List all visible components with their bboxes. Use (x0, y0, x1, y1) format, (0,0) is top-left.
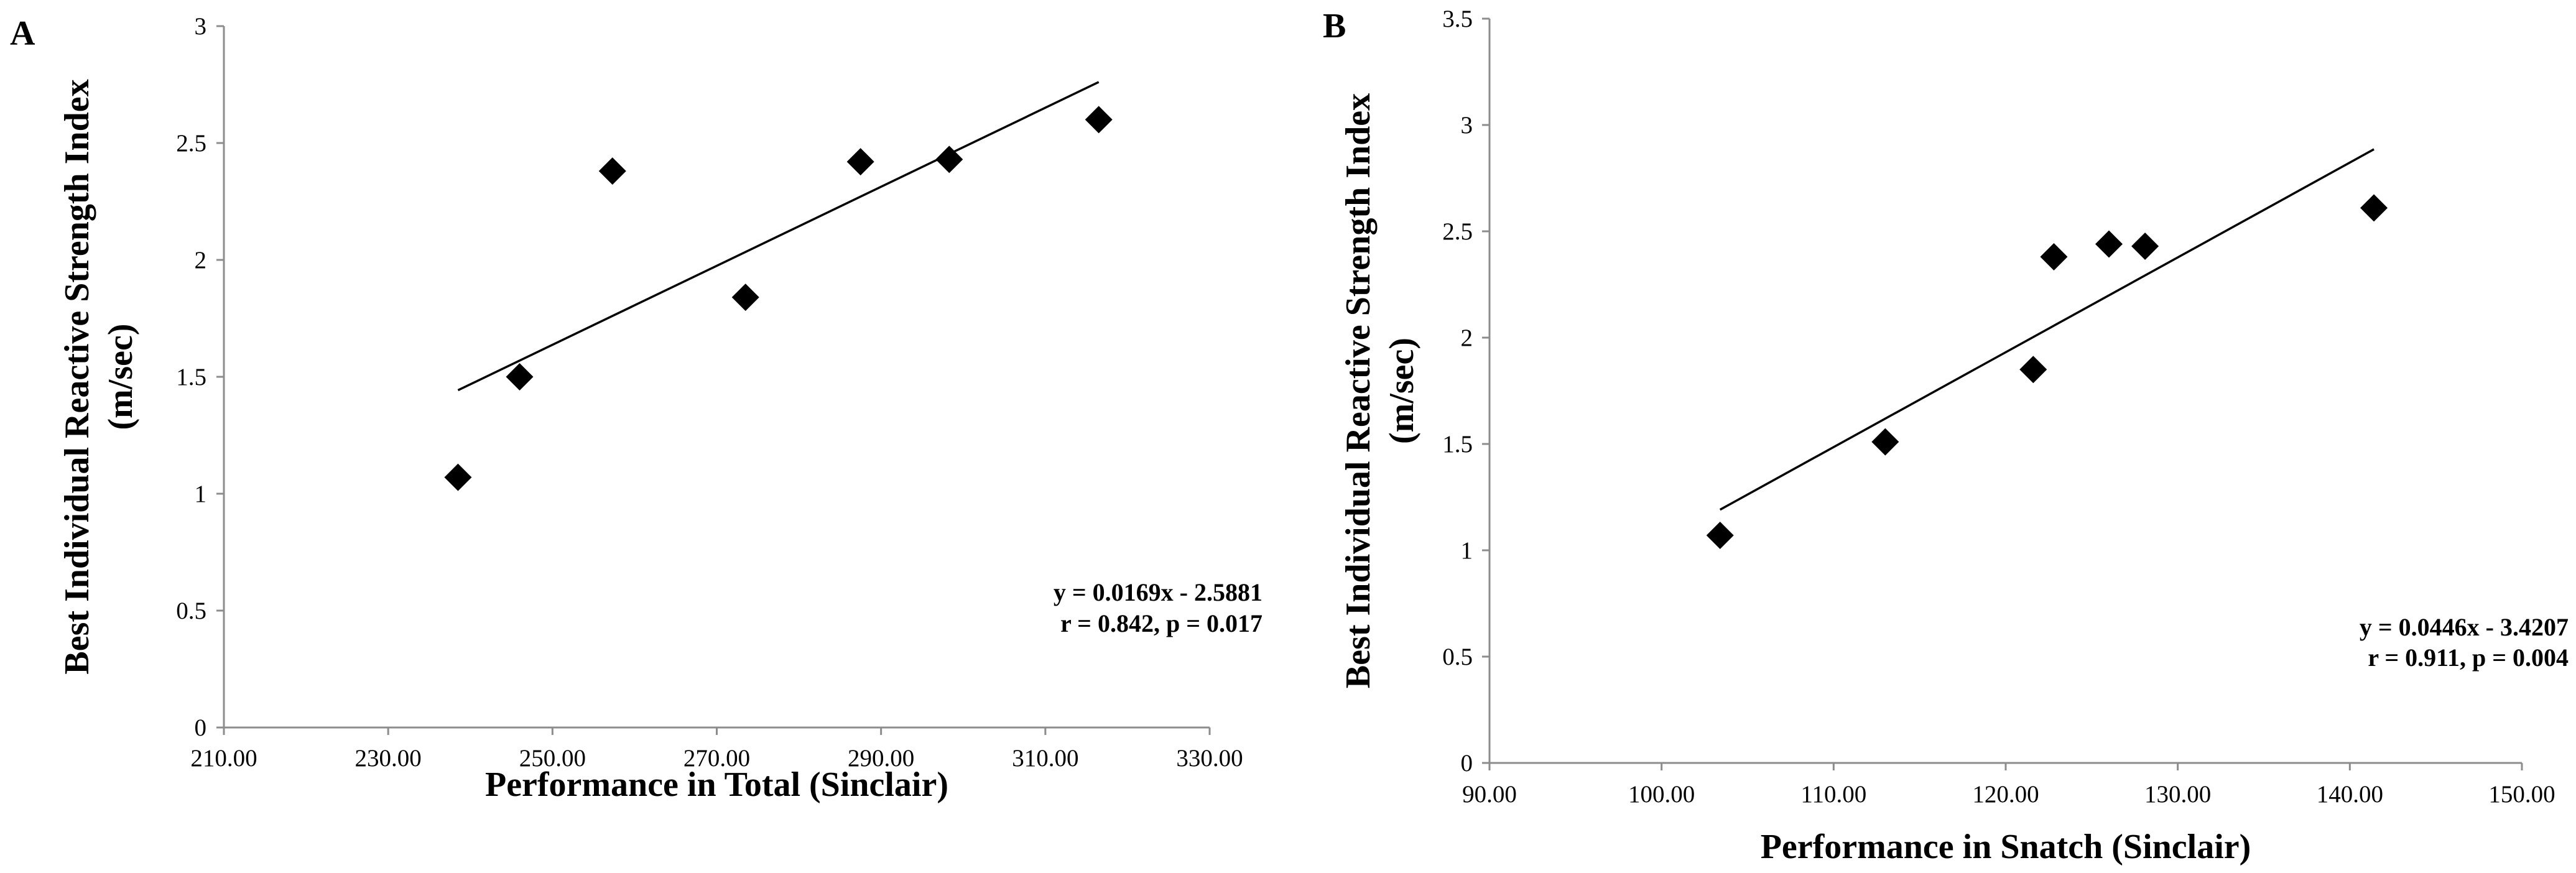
y-tick-label: 1.5 (176, 364, 206, 390)
regression-annotation: y = 0.0169x - 2.5881 (1054, 578, 1263, 606)
y-axis-title: (m/sec) (1383, 338, 1421, 444)
x-tick-label: 210.00 (190, 745, 257, 772)
y-axis-title: (m/sec) (101, 323, 140, 430)
data-point (2019, 356, 2047, 384)
x-tick-label: 250.00 (519, 745, 586, 772)
x-tick-label: 290.00 (848, 745, 914, 772)
regression-annotation: r = 0.911, p = 0.004 (2368, 644, 2569, 672)
x-tick-label: 120.00 (1972, 781, 2039, 808)
x-tick-label: 110.00 (1800, 781, 1866, 808)
data-point (2360, 194, 2388, 222)
data-point (2040, 243, 2068, 271)
y-tick-label: 2.5 (176, 130, 206, 157)
y-tick-label: 1.5 (1442, 431, 1473, 458)
panel-b: B 0 0.5 1 1.5 2 2.5 3 3.5 90.00 100.00 110.00 120.00… (1323, 6, 2569, 866)
regression-annotation: r = 0.842, p = 0.017 (1060, 609, 1263, 637)
x-axis-title: Performance in Total (Sinclair) (485, 765, 948, 804)
y-tick-label: 2 (1461, 325, 1473, 351)
x-tick-label: 140.00 (2317, 781, 2383, 808)
y-tick-label: 2 (195, 247, 207, 274)
y-tick-label: 0.5 (176, 598, 206, 624)
y-axis-title: Best Individual Reactive Strength Index (1339, 93, 1378, 688)
x-tick-label: 130.00 (2144, 781, 2211, 808)
y-tick-label: 3 (195, 13, 207, 40)
panel-label: A (10, 14, 35, 53)
trendline (1719, 148, 2374, 511)
x-tick-label: 150.00 (2488, 781, 2555, 808)
x-tick-label: 330.00 (1176, 745, 1243, 772)
y-tick-label: 2.5 (1442, 218, 1473, 245)
y-tick-label: 0 (1461, 750, 1473, 777)
data-point (1871, 428, 1899, 456)
y-tick-label: 1 (195, 481, 207, 507)
y-axis-title: Best Individual Reactive Strength Index (58, 79, 96, 674)
y-tick-label: 1 (1461, 537, 1473, 564)
panel-a: A 0 0.5 1 1.5 2 2.5 3 210.00 230.00 250.00 270.00 29… (10, 13, 1263, 804)
y-tick-label: 0 (195, 714, 207, 741)
data-point (731, 284, 759, 312)
data-point (598, 157, 626, 185)
data-point (846, 148, 874, 176)
x-tick-label: 100.00 (1628, 781, 1695, 808)
data-point (2095, 230, 2123, 258)
regression-annotation: y = 0.0446x - 3.4207 (2360, 613, 2569, 641)
x-tick-label: 90.00 (1462, 781, 1517, 808)
data-point (1085, 106, 1113, 134)
y-tick-label: 3 (1461, 112, 1473, 139)
data-point (506, 363, 534, 390)
y-tick-label: 0.5 (1442, 644, 1473, 670)
x-tick-label: 230.00 (355, 745, 422, 772)
data-point (444, 463, 472, 491)
x-tick-label: 270.00 (683, 745, 750, 772)
x-axis-title: Performance in Snatch (Sinclair) (1761, 828, 2251, 866)
y-tick-label: 3.5 (1442, 6, 1473, 32)
panel-label: B (1323, 7, 1346, 45)
data-point (2131, 232, 2159, 260)
x-tick-label: 310.00 (1012, 745, 1078, 772)
trendline (457, 81, 1100, 392)
data-point (935, 146, 963, 173)
data-point (1706, 522, 1734, 550)
